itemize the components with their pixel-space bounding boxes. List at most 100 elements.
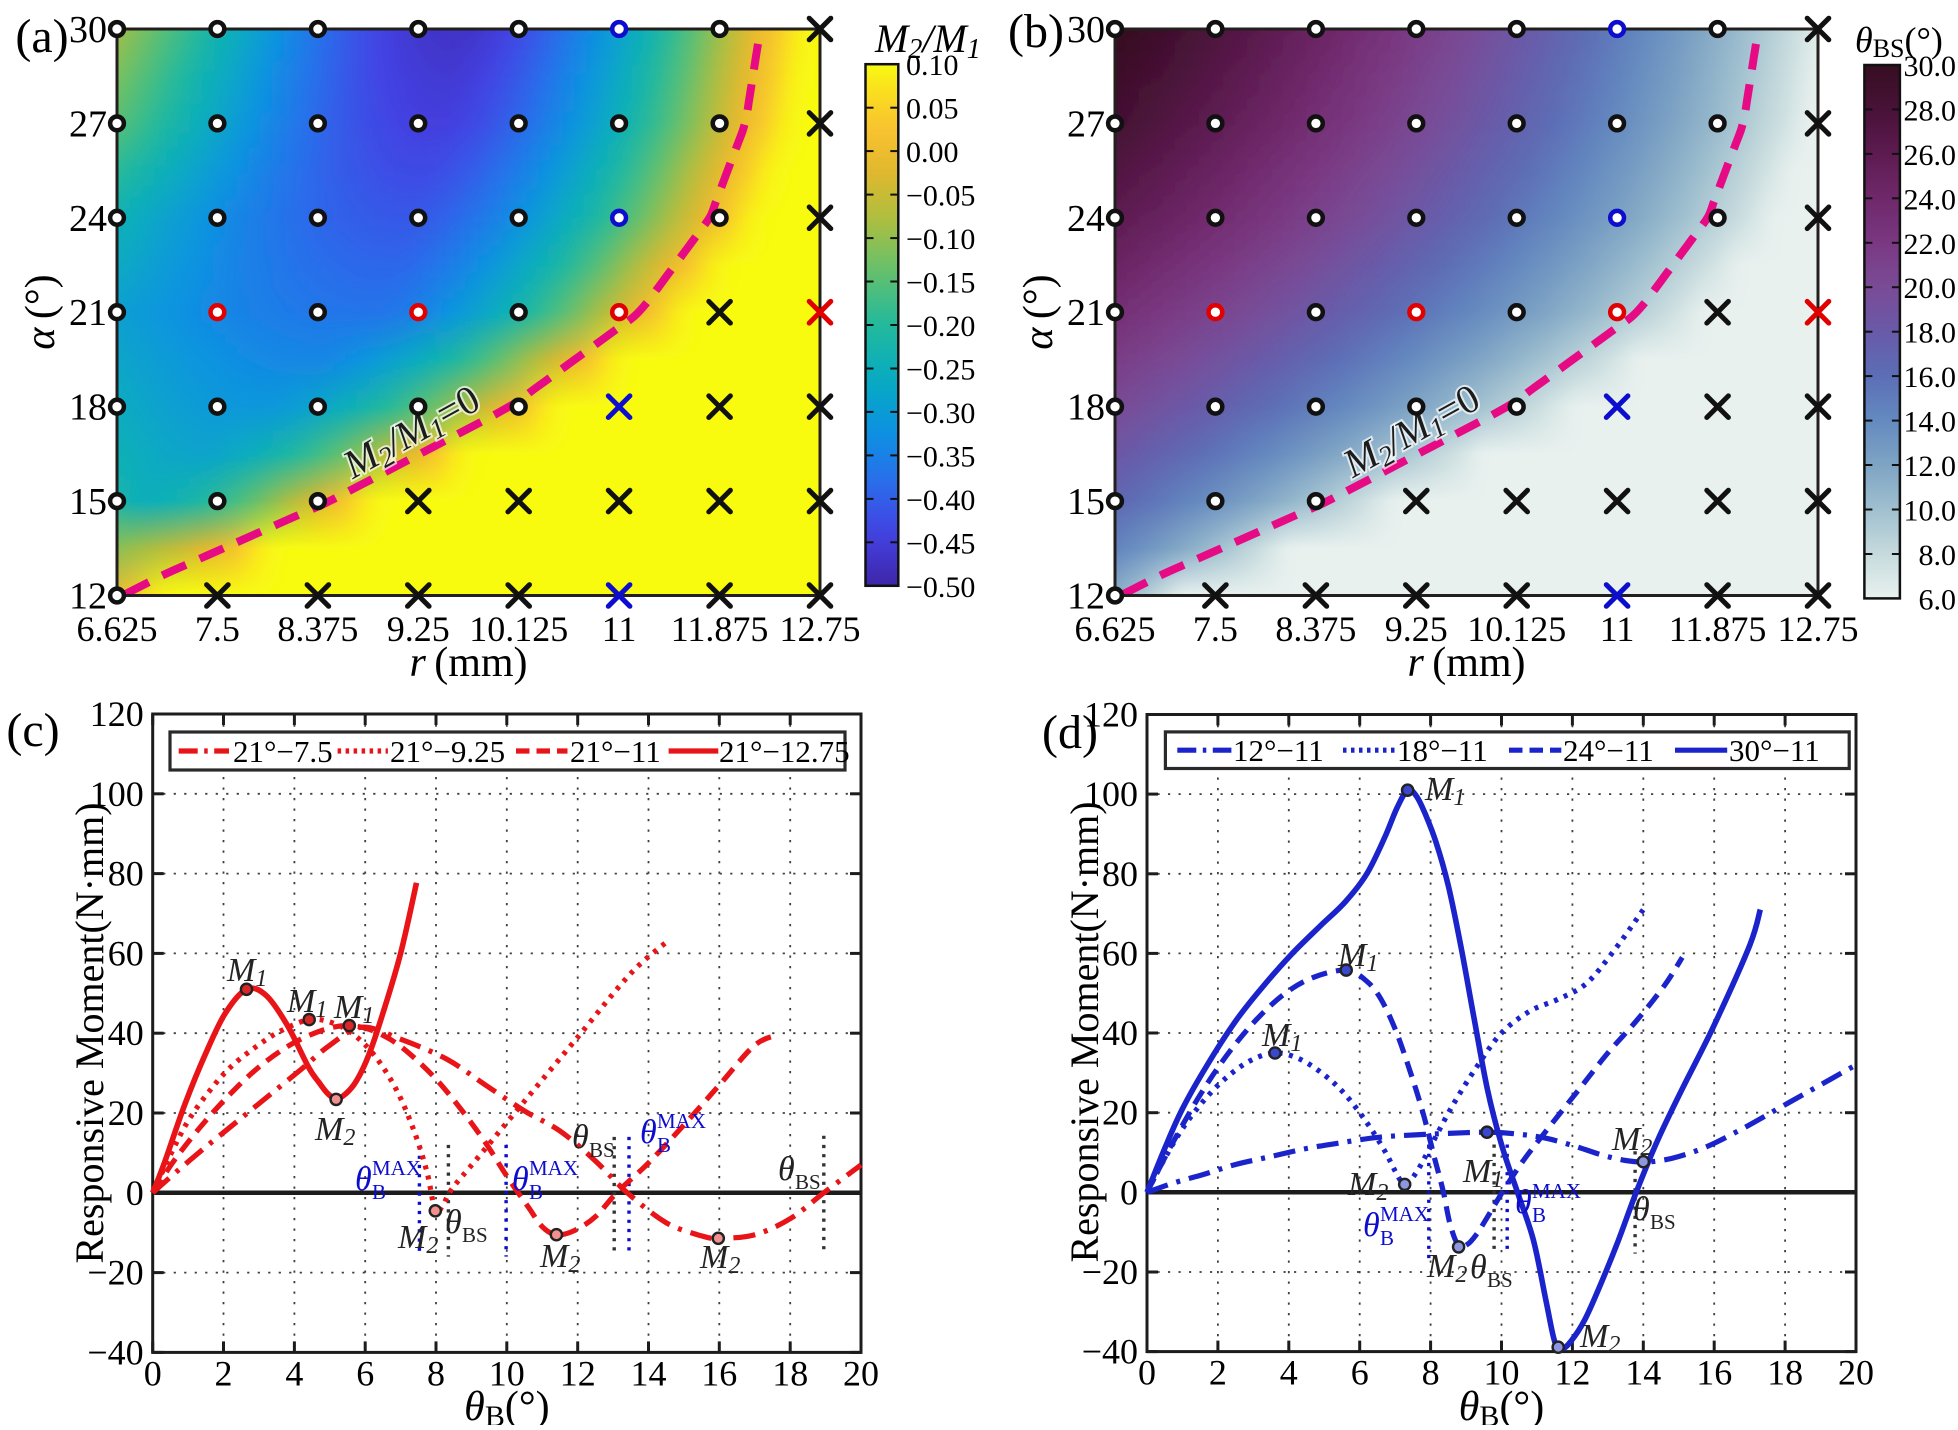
svg-text:(a): (a) xyxy=(15,10,68,63)
svg-text:22.0: 22.0 xyxy=(1904,228,1957,261)
svg-text:80: 80 xyxy=(1102,854,1138,894)
svg-text:M2: M2 xyxy=(1611,1121,1652,1161)
svg-text:(d): (d) xyxy=(1042,706,1098,759)
svg-text:11: 11 xyxy=(1600,609,1635,649)
svg-text:MAX: MAX xyxy=(1532,1179,1581,1203)
svg-text:−40: −40 xyxy=(1082,1332,1138,1372)
svg-text:θ: θ xyxy=(1363,1207,1380,1244)
svg-text:BS: BS xyxy=(589,1138,615,1162)
svg-text:21°−9.25: 21°−9.25 xyxy=(390,734,505,769)
svg-text:−0.50: −0.50 xyxy=(906,571,975,604)
svg-text:20: 20 xyxy=(1102,1093,1138,1133)
svg-text:14.0: 14.0 xyxy=(1904,406,1957,439)
svg-text:21: 21 xyxy=(69,292,107,334)
svg-text:6: 6 xyxy=(356,1353,374,1393)
svg-text:30°−11: 30°−11 xyxy=(1729,733,1820,768)
svg-text:12: 12 xyxy=(560,1353,596,1393)
svg-text:12°−11: 12°−11 xyxy=(1233,733,1324,768)
svg-text:θ: θ xyxy=(1515,1184,1532,1221)
svg-text:100: 100 xyxy=(1084,774,1138,814)
svg-text:24.0: 24.0 xyxy=(1904,183,1957,216)
svg-text:21°−7.5: 21°−7.5 xyxy=(233,734,333,769)
svg-text:10.125: 10.125 xyxy=(469,609,568,649)
svg-text:10: 10 xyxy=(489,1353,525,1393)
svg-text:16.0: 16.0 xyxy=(1904,361,1957,394)
svg-text:12.75: 12.75 xyxy=(1778,609,1859,649)
svg-text:−0.10: −0.10 xyxy=(906,223,975,256)
svg-text:BS: BS xyxy=(1650,1210,1676,1234)
svg-text:BS: BS xyxy=(795,1170,821,1194)
svg-text:21: 21 xyxy=(1067,292,1105,334)
svg-text:120: 120 xyxy=(90,694,144,734)
svg-text:6.625: 6.625 xyxy=(77,609,158,649)
svg-text:100: 100 xyxy=(90,774,144,814)
svg-text:20: 20 xyxy=(1838,1353,1874,1393)
svg-text:M2/M1: M2/M1 xyxy=(874,16,981,65)
svg-text:15: 15 xyxy=(1067,481,1105,523)
svg-text:11.875: 11.875 xyxy=(1669,609,1767,649)
svg-text:(b): (b) xyxy=(1008,5,1064,58)
svg-text:11.875: 11.875 xyxy=(671,609,769,649)
svg-text:18: 18 xyxy=(772,1353,808,1393)
svg-text:−0.25: −0.25 xyxy=(906,354,975,387)
svg-text:M1: M1 xyxy=(1337,937,1378,977)
svg-text:30: 30 xyxy=(69,9,107,51)
svg-text:θ: θ xyxy=(572,1119,589,1156)
svg-text:16: 16 xyxy=(701,1353,737,1393)
svg-text:8.375: 8.375 xyxy=(277,609,358,649)
svg-text:α (°): α (°) xyxy=(18,274,64,349)
svg-text:B: B xyxy=(372,1180,386,1204)
svg-text:B: B xyxy=(1380,1226,1394,1250)
svg-text:12.0: 12.0 xyxy=(1904,450,1957,483)
svg-text:60: 60 xyxy=(1102,933,1138,973)
svg-text:11: 11 xyxy=(602,609,637,649)
svg-text:16: 16 xyxy=(1696,1353,1732,1393)
svg-text:18: 18 xyxy=(1067,387,1105,429)
svg-text:15: 15 xyxy=(69,481,107,523)
svg-text:−0.20: −0.20 xyxy=(906,310,975,343)
svg-text:9.25: 9.25 xyxy=(387,609,450,649)
svg-text:α (°): α (°) xyxy=(1016,274,1062,349)
svg-text:12: 12 xyxy=(1067,576,1105,618)
svg-text:10: 10 xyxy=(1484,1353,1520,1393)
svg-text:20.0: 20.0 xyxy=(1904,272,1957,305)
svg-text:30: 30 xyxy=(1067,9,1105,51)
svg-text:θ: θ xyxy=(1633,1191,1650,1228)
svg-text:30.0: 30.0 xyxy=(1904,50,1957,83)
svg-text:120: 120 xyxy=(1084,695,1138,735)
svg-text:24: 24 xyxy=(1067,198,1105,240)
svg-text:θ: θ xyxy=(1470,1249,1487,1286)
svg-text:−0.15: −0.15 xyxy=(906,267,975,300)
svg-text:2: 2 xyxy=(1209,1353,1227,1393)
svg-text:9.25: 9.25 xyxy=(1385,609,1448,649)
svg-text:B: B xyxy=(1532,1203,1546,1227)
svg-text:−20: −20 xyxy=(1082,1252,1138,1292)
svg-text:18: 18 xyxy=(69,387,107,429)
svg-text:θB(°): θB(°) xyxy=(1459,1384,1544,1425)
svg-text:θB(°): θB(°) xyxy=(464,1384,549,1425)
svg-text:−0.40: −0.40 xyxy=(906,484,975,517)
svg-text:28.0: 28.0 xyxy=(1904,94,1957,127)
svg-text:40: 40 xyxy=(108,1013,144,1053)
svg-text:B: B xyxy=(657,1133,671,1157)
svg-text:MAX: MAX xyxy=(657,1109,706,1133)
svg-text:18°−11: 18°−11 xyxy=(1397,733,1488,768)
svg-text:−0.35: −0.35 xyxy=(906,440,975,473)
svg-text:4: 4 xyxy=(285,1353,303,1393)
svg-text:6.625: 6.625 xyxy=(1075,609,1156,649)
svg-text:−40: −40 xyxy=(87,1332,143,1372)
svg-text:4: 4 xyxy=(1280,1353,1298,1393)
svg-text:−0.05: −0.05 xyxy=(906,180,975,213)
svg-text:14: 14 xyxy=(631,1353,667,1393)
svg-text:−0.30: −0.30 xyxy=(906,397,975,430)
svg-text:7.5: 7.5 xyxy=(195,609,240,649)
svg-text:MAX: MAX xyxy=(1380,1202,1429,1226)
svg-text:Responsive Moment(N·mm): Responsive Moment(N·mm) xyxy=(67,802,112,1263)
svg-text:0.05: 0.05 xyxy=(906,93,959,126)
svg-text:r (mm): r (mm) xyxy=(409,640,527,686)
svg-text:12: 12 xyxy=(1554,1353,1590,1393)
svg-text:6.0: 6.0 xyxy=(1919,583,1957,616)
svg-text:Responsive Moment(N·mm): Responsive Moment(N·mm) xyxy=(1062,801,1107,1262)
svg-text:12.75: 12.75 xyxy=(780,609,861,649)
svg-text:MAX: MAX xyxy=(529,1156,578,1180)
